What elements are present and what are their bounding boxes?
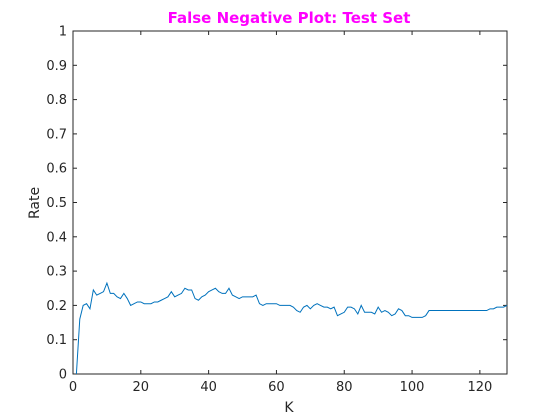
y-tick-label: 0.6 — [46, 162, 67, 177]
x-axis-label: K — [284, 400, 294, 416]
y-tick-label: 1 — [59, 25, 67, 40]
y-tick-label: 0.9 — [46, 59, 67, 74]
x-tick-label: 100 — [400, 380, 425, 395]
chart-title: False Negative Plot: Test Set — [168, 9, 411, 27]
plot-area — [72, 30, 508, 375]
y-axis-label: Rate — [27, 187, 43, 219]
y-axis: 0 0.1 0.2 0.3 0.4 0.5 0.6 0.7 0.8 0.9 1 — [46, 25, 507, 383]
x-tick-label: 60 — [268, 380, 285, 395]
y-tick-label: 0.5 — [46, 196, 67, 211]
x-tick-label: 40 — [200, 380, 217, 395]
x-tick-label: 0 — [69, 380, 77, 395]
y-tick-label: 0.7 — [46, 127, 67, 142]
series-line — [75, 281, 508, 375]
y-tick-label: 0 — [59, 368, 67, 383]
y-tick-label: 0.3 — [46, 265, 67, 280]
y-tick-label: 0.2 — [46, 299, 67, 314]
y-tick-label: 0.4 — [46, 230, 67, 245]
x-tick-label: 20 — [133, 380, 150, 395]
x-axis: 0 20 40 60 80 100 120 — [69, 31, 492, 395]
x-tick-label: 80 — [336, 380, 353, 395]
y-tick-label: 0.8 — [46, 93, 67, 108]
y-tick-label: 0.1 — [46, 333, 67, 348]
x-tick-label: 120 — [467, 380, 492, 395]
